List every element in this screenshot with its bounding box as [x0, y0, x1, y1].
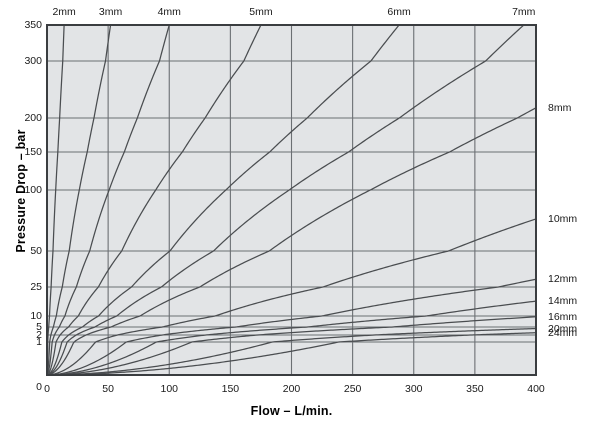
y-tick-label: 350 [24, 19, 42, 31]
x-tick-label: 50 [102, 383, 114, 395]
series-label-8mm: 8mm [548, 101, 572, 114]
y-tick-label: 150 [24, 146, 42, 158]
series-label-2mm: 2mm [52, 6, 76, 18]
y-tick-label: 300 [24, 55, 42, 67]
series-label-10mm: 10mm [548, 212, 578, 225]
y-tick-label: 5 [36, 321, 42, 333]
y-tick-label: 25 [30, 281, 42, 293]
series-label-20mm: 20mm [548, 322, 578, 335]
curves [47, 25, 536, 375]
x-tick-label: 200 [282, 383, 301, 395]
x-axis-title: Flow – L/min. [250, 404, 333, 418]
series-label-6mm: 6mm [387, 6, 411, 18]
series-label-4mm: 4mm [157, 6, 181, 18]
x-tick-label: 300 [404, 383, 423, 395]
x-tick-label: 400 [527, 383, 545, 395]
plot-border [46, 24, 537, 376]
series-label-12mm: 12mm [548, 273, 578, 286]
x-tick-label: 350 [466, 383, 484, 395]
series-label-3mm: 3mm [98, 6, 123, 18]
x-tick-label: 0 [44, 383, 50, 395]
series-label-16mm: 16mm [548, 310, 578, 323]
y-tick-label: 1 [36, 336, 42, 348]
y-tick-label: 2 [36, 329, 42, 341]
series-label-14mm: 14mm [548, 295, 578, 308]
y-tick-label: 200 [24, 112, 42, 124]
x-tick-label: 100 [160, 383, 179, 395]
series-label-7mm: 7mm [512, 6, 536, 18]
y-tick-label: 50 [30, 245, 42, 257]
series-label-24mm: 24mm [548, 326, 578, 339]
series-label-5mm: 5mm [249, 6, 273, 18]
y-tick-label: 10 [30, 310, 42, 322]
y-tick-label: 0 [36, 381, 42, 393]
y-tick-label: 100 [24, 184, 42, 196]
x-tick-label: 250 [343, 383, 362, 395]
x-tick-label: 150 [221, 383, 240, 395]
